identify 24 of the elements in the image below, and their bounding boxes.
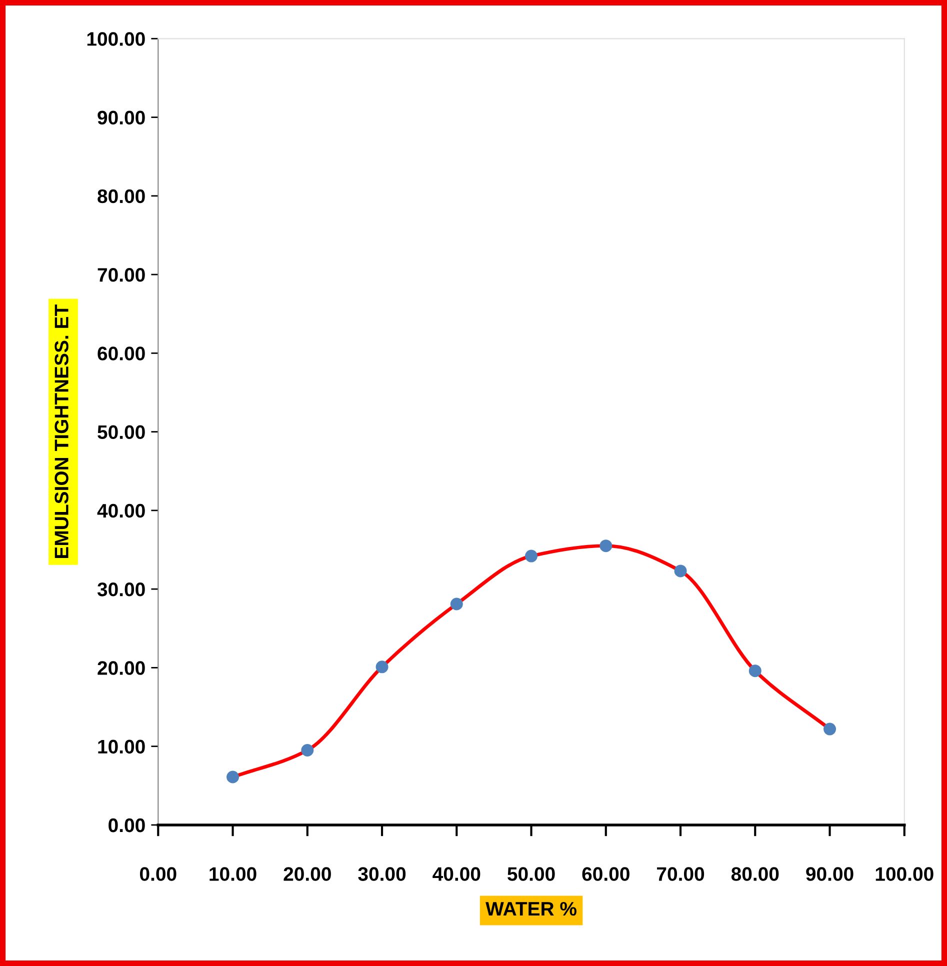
x-tick-label: 60.00 [582,867,630,881]
x-tick-label: 0.00 [140,867,176,881]
x-tick-label: 10.00 [210,867,256,881]
y-tick-label: 90.00 [98,110,145,125]
x-tick-label: 80.00 [731,867,779,881]
x-tick-label: 50.00 [508,867,555,881]
x-tick-label: 40.00 [432,867,480,881]
y-tick-label: 100.00 [87,32,145,46]
y-tick-label: 60.00 [98,346,145,360]
y-tick-label: 20.00 [98,661,145,675]
y-axis-title: EMULSION TIGHTNESS. ET [54,304,68,558]
x-tick-label: 30.00 [358,867,406,881]
x-tick-label: 70.00 [657,867,704,881]
x-tick-label: 100.00 [876,867,934,881]
y-tick-label: 0.00 [108,818,145,832]
y-tick-label: 80.00 [98,189,145,204]
y-tick-label: 30.00 [97,582,145,596]
y-tick-label: 10.00 [98,740,145,754]
x-tick-label: 20.00 [284,867,331,881]
y-tick-label: 40.00 [97,504,145,518]
x-axis-title: WATER % [486,902,576,916]
y-tick-label: 50.00 [98,425,145,440]
y-tick-label: 70.00 [98,268,145,282]
x-tick-label: 90.00 [806,867,854,881]
